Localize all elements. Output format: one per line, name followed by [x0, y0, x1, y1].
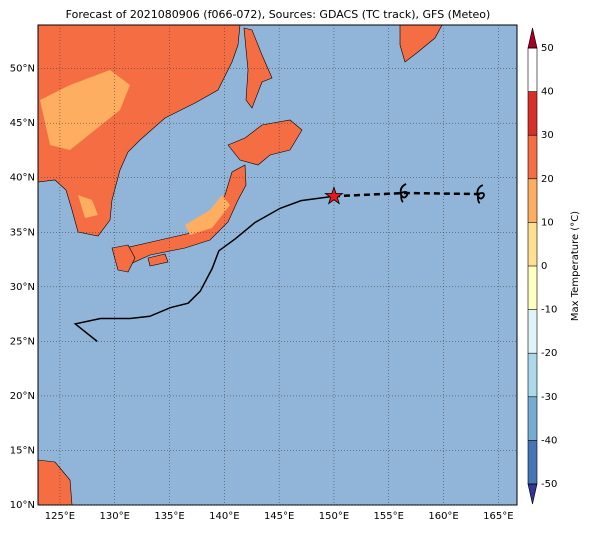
colorbar-segment: [528, 135, 537, 179]
colorbar-tick-label: -50: [541, 479, 557, 490]
colorbar-tick-label: -30: [541, 392, 557, 403]
colorbar-tick-label: 10: [541, 217, 554, 228]
y-tick-label: 25°N: [10, 336, 35, 347]
colorbar-tick-label: -20: [541, 348, 557, 359]
colorbar-segment: [528, 91, 537, 136]
x-tick-label: 160°E: [428, 511, 458, 522]
x-tick-label: 130°E: [100, 511, 130, 522]
x-tick-label: 140°E: [209, 511, 239, 522]
y-tick-label: 20°N: [10, 391, 35, 402]
y-tick-label: 10°N: [10, 500, 35, 511]
y-tick-label: 45°N: [10, 118, 35, 129]
cyclone-symbol: [476, 184, 485, 204]
y-tick-label: 30°N: [10, 282, 35, 293]
map-frame: [37, 24, 518, 506]
cyclone-symbol: [399, 183, 409, 203]
y-tick-label: 50°N: [10, 64, 35, 75]
colorbar-segment: [528, 440, 537, 484]
colorbar-segment: [528, 396, 537, 441]
x-tick-label: 155°E: [374, 511, 404, 522]
colorbar-extend: [527, 27, 538, 49]
x-tick-label: 135°E: [154, 511, 184, 522]
colorbar-tick-label: -40: [541, 435, 557, 446]
colorbar-tick-label: 0: [541, 261, 547, 272]
storm-position: [324, 186, 344, 205]
colorbar-segment: [528, 222, 537, 266]
colorbar-tick-label: 40: [541, 87, 554, 98]
x-tick-label: 165°E: [483, 511, 513, 522]
colorbar-segment: [528, 266, 537, 310]
colorbar-segment: [528, 178, 537, 223]
x-tick-label: 150°E: [319, 511, 349, 522]
y-tick-label: 35°N: [10, 227, 35, 238]
land: [37, 24, 443, 506]
colorbar-segment: [528, 353, 537, 397]
y-tick-label: 40°N: [10, 173, 35, 184]
colorbar-tick-label: 20: [541, 174, 554, 185]
y-tick-label: 15°N: [10, 445, 35, 456]
observed-track: [73, 195, 335, 342]
colorbar-segment: [528, 309, 537, 354]
colorbar-tick-label: 30: [541, 130, 554, 141]
x-tick-label: 125°E: [45, 511, 75, 522]
colorbar-tick-label: -10: [541, 305, 557, 316]
colorbar-tick-label: 50: [541, 43, 554, 54]
x-tick-label: 145°E: [264, 511, 294, 522]
colorbar-label: Max Temperature (°C): [570, 211, 581, 321]
chart-title: Forecast of 2021080906 (f066-072), Sourc…: [66, 8, 491, 21]
forecast-track: [333, 191, 481, 198]
colorbar-extend: [527, 483, 538, 505]
